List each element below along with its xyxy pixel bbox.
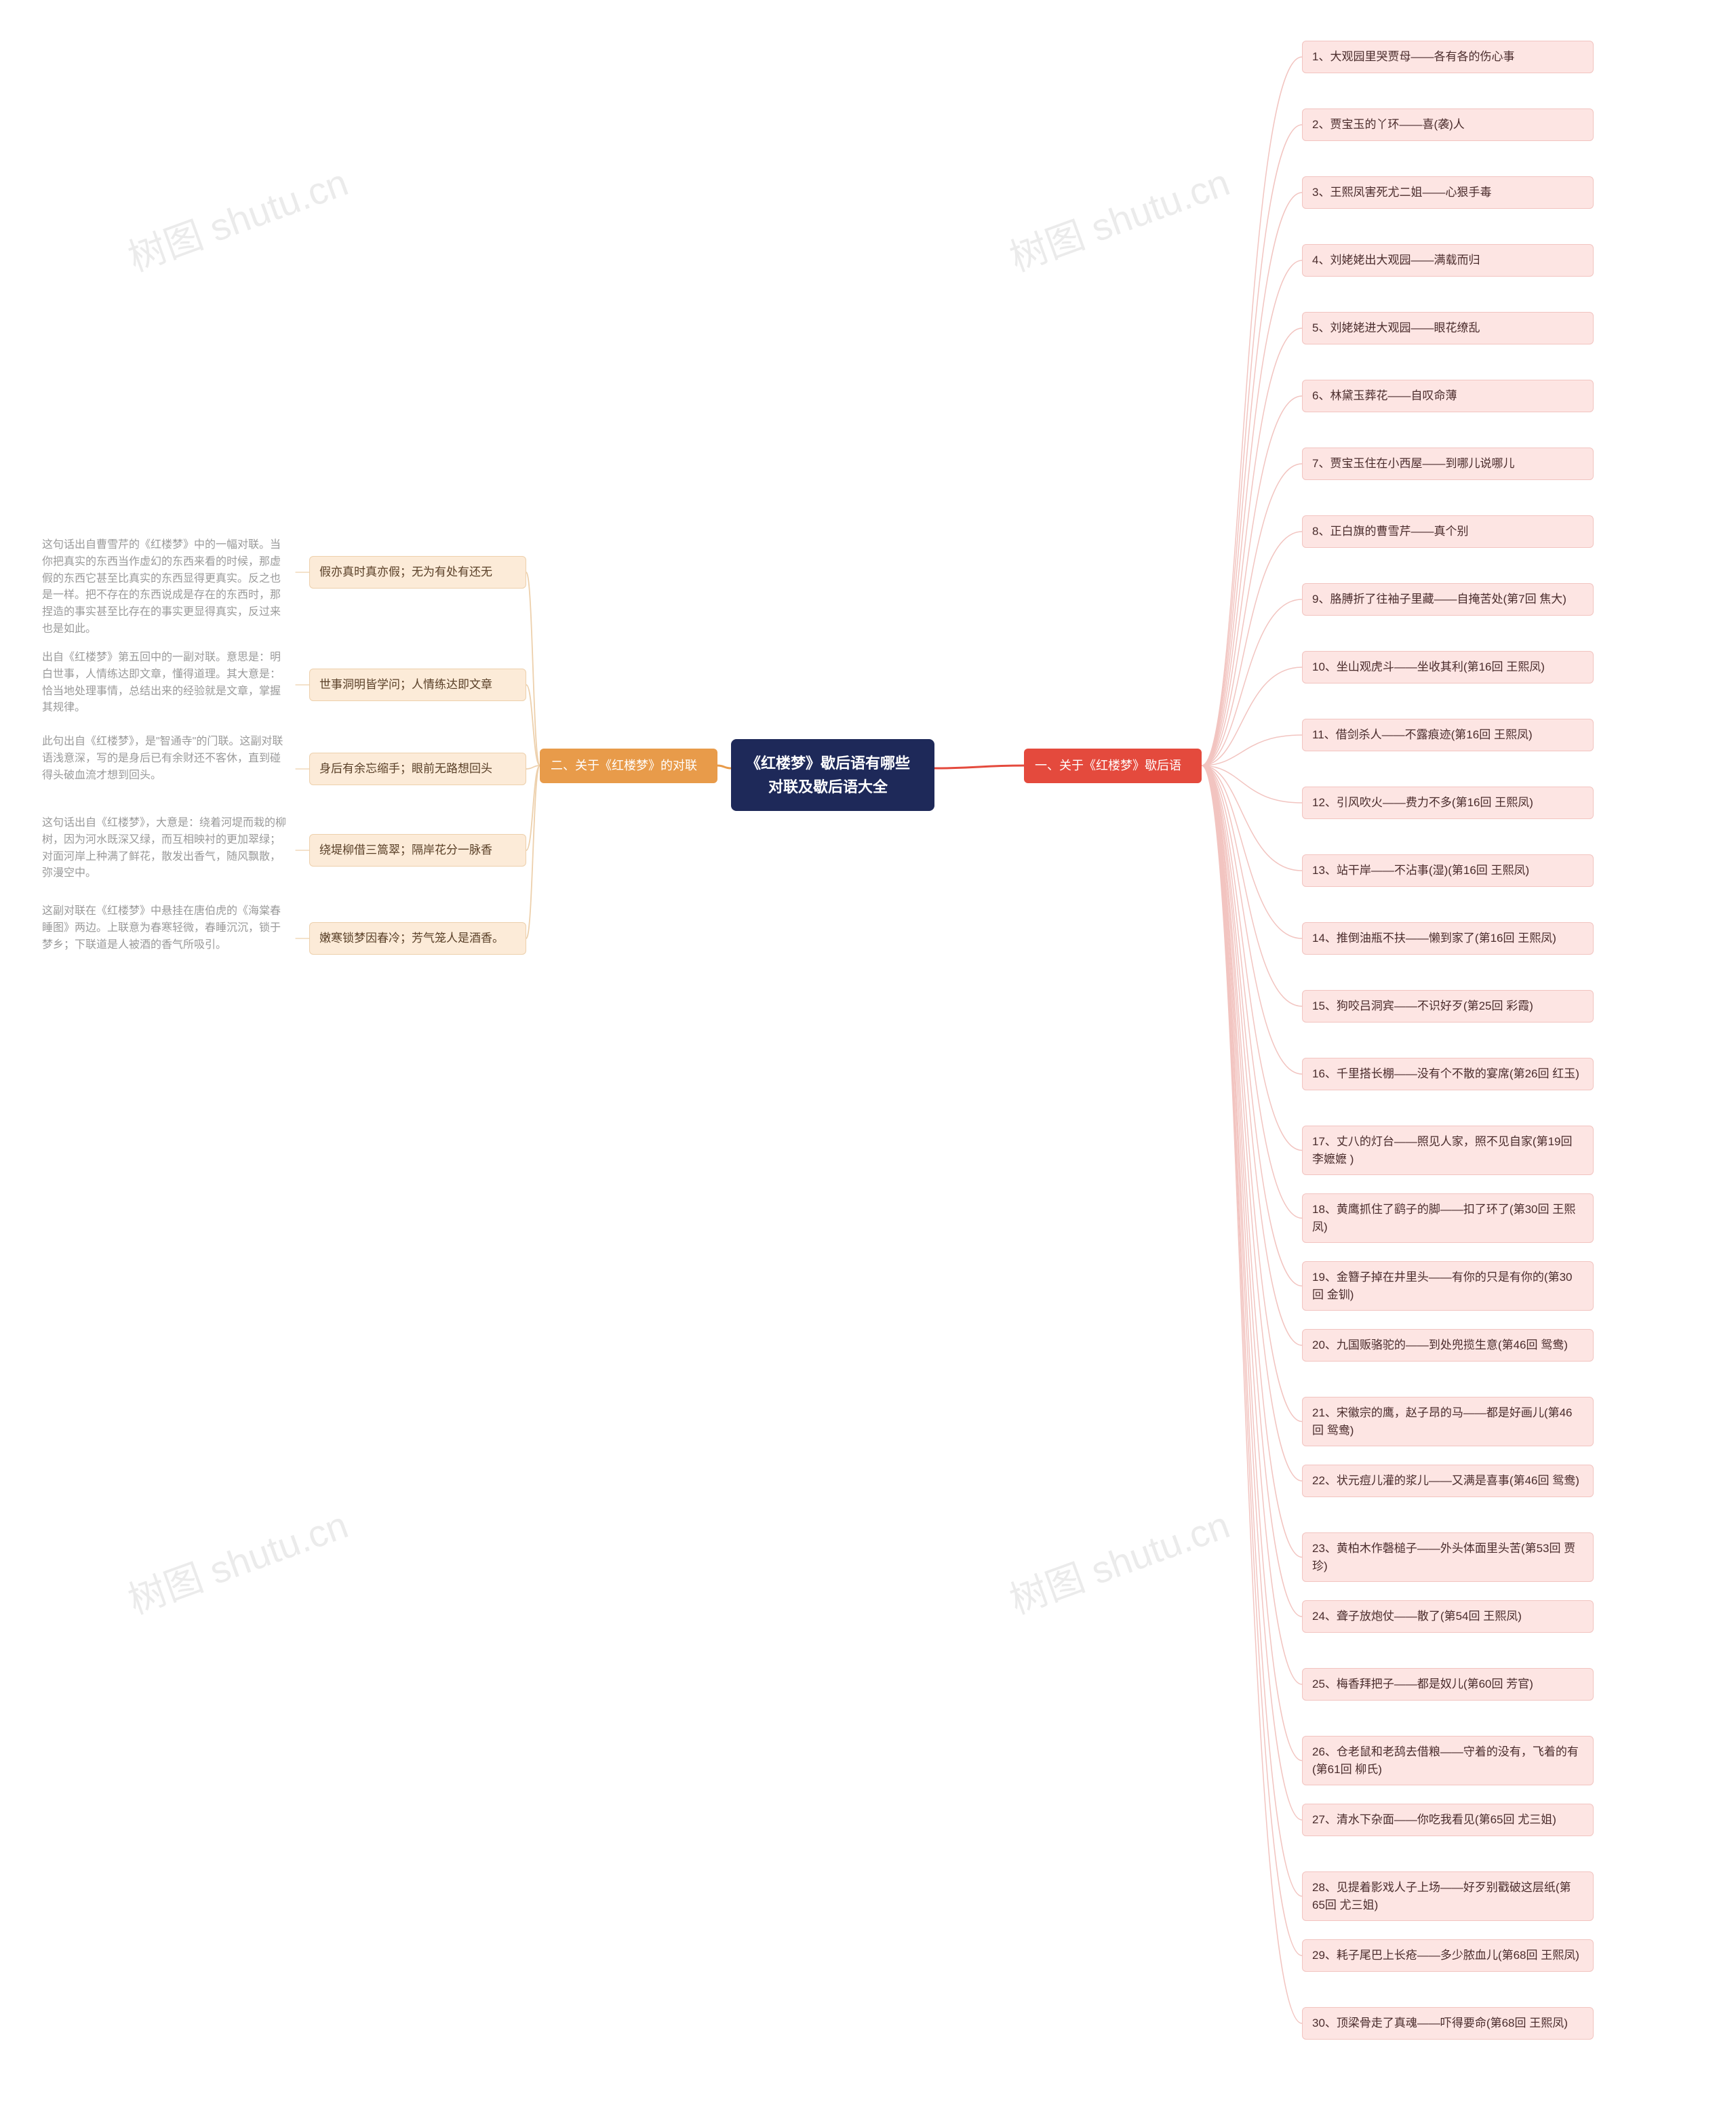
- couplet-item: 嫩寒锁梦因春冷；芳气笼人是酒香。: [309, 922, 526, 955]
- xiehouyu-item: 14、推倒油瓶不扶——懒到家了(第16回 王熙凤): [1302, 922, 1594, 955]
- couplet-item-label: 绕堤柳借三篙翠；隔岸花分一脉香: [319, 841, 492, 859]
- root-node: 《红楼梦》歇后语有哪些 对联及歇后语大全: [731, 739, 934, 811]
- couplet-item: 世事洞明皆学问；人情练达即文章: [309, 669, 526, 701]
- xiehouyu-item-label: 13、站干岸——不沾事(湿)(第16回 王熙凤): [1312, 862, 1529, 879]
- xiehouyu-item-label: 29、耗子尾巴上长疮——多少脓血儿(第68回 王熙凤): [1312, 1947, 1579, 1964]
- xiehouyu-item-label: 21、宋徽宗的鹰，赵子昂的马——都是好画儿(第46回 鸳鸯): [1312, 1404, 1583, 1439]
- xiehouyu-item-label: 12、引风吹火——费力不多(第16回 王熙凤): [1312, 794, 1533, 812]
- couplet-item-label: 嫩寒锁梦因春冷；芳气笼人是酒香。: [319, 930, 504, 947]
- couplet-note-label: 这句话出自曹雪芹的《红楼梦》中的一幅对联。当你把真实的东西当作虚幻的东西来看的时…: [42, 537, 288, 638]
- couplet-note-label: 出自《红楼梦》第五回中的一副对联。意思是：明白世事，人情练达即文章，懂得道理。其…: [42, 650, 288, 717]
- xiehouyu-item-label: 5、刘姥姥进大观园——眼花缭乱: [1312, 319, 1480, 337]
- xiehouyu-item: 30、顶梁骨走了真魂——吓得要命(第68回 王熙凤): [1302, 2007, 1594, 2040]
- xiehouyu-item: 11、借剑杀人——不露痕迹(第16回 王熙凤): [1302, 719, 1594, 751]
- xiehouyu-item: 3、王熙凤害死尤二姐——心狠手毒: [1302, 176, 1594, 209]
- xiehouyu-item: 8、正白旗的曹雪芹——真个别: [1302, 515, 1594, 548]
- xiehouyu-item-label: 25、梅香拜把子——都是奴儿(第60回 芳官): [1312, 1675, 1533, 1693]
- couplet-item: 假亦真时真亦假；无为有处有还无: [309, 556, 526, 589]
- xiehouyu-item-label: 3、王熙凤害死尤二姐——心狠手毒: [1312, 184, 1491, 201]
- couplet-item: 绕堤柳借三篙翠；隔岸花分一脉香: [309, 834, 526, 867]
- xiehouyu-item: 20、九国贩骆驼的——到处兜揽生意(第46回 鸳鸯): [1302, 1329, 1594, 1362]
- xiehouyu-item: 5、刘姥姥进大观园——眼花缭乱: [1302, 312, 1594, 344]
- xiehouyu-item-label: 14、推倒油瓶不扶——懒到家了(第16回 王熙凤): [1312, 930, 1556, 947]
- xiehouyu-item: 28、见提着影戏人子上场——好歹别戳破这层纸(第65回 尤三姐): [1302, 1871, 1594, 1921]
- xiehouyu-item-label: 23、黄柏木作磬槌子——外头体面里头苦(第53回 贾珍): [1312, 1540, 1583, 1574]
- xiehouyu-item-label: 27、清水下杂面——你吃我看见(第65回 尤三姐): [1312, 1811, 1556, 1829]
- xiehouyu-item-label: 19、金簪子掉在井里头——有你的只是有你的(第30回 金钏): [1312, 1269, 1583, 1303]
- xiehouyu-item: 6、林黛玉葬花——自叹命薄: [1302, 380, 1594, 412]
- xiehouyu-item: 7、贾宝玉住在小西屋——到哪儿说哪儿: [1302, 448, 1594, 480]
- xiehouyu-item-label: 2、贾宝玉的丫环——喜(袭)人: [1312, 116, 1465, 134]
- xiehouyu-item: 26、仓老鼠和老鸹去借粮——守着的没有，飞着的有(第61回 柳氏): [1302, 1736, 1594, 1785]
- couplet-note: 这句话出自《红楼梦》，大意是：绕着河堤而栽的柳树，因为河水既深又绿，而互相映衬的…: [34, 810, 296, 888]
- couplet-item-label: 假亦真时真亦假；无为有处有还无: [319, 563, 492, 581]
- watermark: 树图 shutu.cn: [1001, 1494, 1236, 1625]
- xiehouyu-item: 23、黄柏木作磬槌子——外头体面里头苦(第53回 贾珍): [1302, 1532, 1594, 1582]
- xiehouyu-item: 2、贾宝玉的丫环——喜(袭)人: [1302, 108, 1594, 141]
- xiehouyu-item: 1、大观园里哭贾母——各有各的伤心事: [1302, 41, 1594, 73]
- watermark: 树图 shutu.cn: [119, 1494, 355, 1625]
- xiehouyu-item: 4、刘姥姥出大观园——满载而归: [1302, 244, 1594, 277]
- xiehouyu-item-label: 28、见提着影戏人子上场——好歹别戳破这层纸(第65回 尤三姐): [1312, 1879, 1583, 1913]
- branch-xiehouyu: 一、关于《红楼梦》歇后语: [1024, 749, 1202, 783]
- branch-xiehouyu-label: 一、关于《红楼梦》歇后语: [1035, 757, 1181, 775]
- xiehouyu-item: 10、坐山观虎斗——坐收其利(第16回 王熙凤): [1302, 651, 1594, 683]
- xiehouyu-item: 9、胳膊折了往袖子里藏——自掩苦处(第7回 焦大): [1302, 583, 1594, 616]
- xiehouyu-item: 25、梅香拜把子——都是奴儿(第60回 芳官): [1302, 1668, 1594, 1701]
- xiehouyu-item: 24、聋子放炮仗——散了(第54回 王熙凤): [1302, 1600, 1594, 1633]
- couplet-note: 这副对联在《红楼梦》中悬挂在唐伯虎的《海棠春睡图》两边。上联意为春寒轻微，春睡沉…: [34, 898, 296, 959]
- xiehouyu-item-label: 18、黄鹰抓住了鹞子的脚——扣了环了(第30回 王熙凤): [1312, 1201, 1583, 1235]
- xiehouyu-item: 21、宋徽宗的鹰，赵子昂的马——都是好画儿(第46回 鸳鸯): [1302, 1397, 1594, 1446]
- xiehouyu-item: 29、耗子尾巴上长疮——多少脓血儿(第68回 王熙凤): [1302, 1939, 1594, 1972]
- xiehouyu-item-label: 15、狗咬吕洞宾——不识好歹(第25回 彩霞): [1312, 997, 1533, 1015]
- xiehouyu-item: 17、丈八的灯台——照见人家，照不见自家(第19回 李嬷嬷 ): [1302, 1126, 1594, 1175]
- xiehouyu-item-label: 16、千里搭长棚——没有个不散的宴席(第26回 红玉): [1312, 1065, 1579, 1083]
- xiehouyu-item-label: 22、状元痘儿灌的浆儿——又满是喜事(第46回 鸳鸯): [1312, 1472, 1579, 1490]
- xiehouyu-item: 13、站干岸——不沾事(湿)(第16回 王熙凤): [1302, 854, 1594, 887]
- couplet-item: 身后有余忘缩手；眼前无路想回头: [309, 753, 526, 785]
- xiehouyu-item-label: 7、贾宝玉住在小西屋——到哪儿说哪儿: [1312, 455, 1514, 473]
- couplet-note-label: 此句出自《红楼梦》，是"智通寺"的门联。这副对联语浅意深，写的是身后已有余财还不…: [42, 734, 288, 784]
- couplet-note: 这句话出自曹雪芹的《红楼梦》中的一幅对联。当你把真实的东西当作虚幻的东西来看的时…: [34, 532, 296, 643]
- xiehouyu-item: 12、引风吹火——费力不多(第16回 王熙凤): [1302, 787, 1594, 819]
- xiehouyu-item-label: 17、丈八的灯台——照见人家，照不见自家(第19回 李嬷嬷 ): [1312, 1133, 1583, 1168]
- xiehouyu-item: 18、黄鹰抓住了鹞子的脚——扣了环了(第30回 王熙凤): [1302, 1193, 1594, 1243]
- branch-couplets-label: 二、关于《红楼梦》的对联: [551, 757, 697, 775]
- couplet-note-label: 这句话出自《红楼梦》，大意是：绕着河堤而栽的柳树，因为河水既深又绿，而互相映衬的…: [42, 815, 288, 882]
- couplet-note-label: 这副对联在《红楼梦》中悬挂在唐伯虎的《海棠春睡图》两边。上联意为春寒轻微，春睡沉…: [42, 903, 288, 953]
- root-node-label: 《红楼梦》歇后语有哪些 对联及歇后语大全: [746, 751, 910, 799]
- xiehouyu-item: 19、金簪子掉在井里头——有你的只是有你的(第30回 金钏): [1302, 1261, 1594, 1311]
- xiehouyu-item-label: 30、顶梁骨走了真魂——吓得要命(第68回 王熙凤): [1312, 2015, 1568, 2032]
- xiehouyu-item-label: 11、借剑杀人——不露痕迹(第16回 王熙凤): [1312, 726, 1533, 744]
- watermark: 树图 shutu.cn: [119, 152, 355, 282]
- xiehouyu-item-label: 20、九国贩骆驼的——到处兜揽生意(第46回 鸳鸯): [1312, 1336, 1568, 1354]
- couplet-note: 出自《红楼梦》第五回中的一副对联。意思是：明白世事，人情练达即文章，懂得道理。其…: [34, 644, 296, 722]
- xiehouyu-item-label: 10、坐山观虎斗——坐收其利(第16回 王熙凤): [1312, 658, 1545, 676]
- couplet-note: 此句出自《红楼梦》，是"智通寺"的门联。这副对联语浅意深，写的是身后已有余财还不…: [34, 728, 296, 789]
- xiehouyu-item-label: 1、大观园里哭贾母——各有各的伤心事: [1312, 48, 1514, 66]
- xiehouyu-item: 16、千里搭长棚——没有个不散的宴席(第26回 红玉): [1302, 1058, 1594, 1090]
- xiehouyu-item-label: 9、胳膊折了往袖子里藏——自掩苦处(第7回 焦大): [1312, 591, 1566, 608]
- xiehouyu-item-label: 8、正白旗的曹雪芹——真个别: [1312, 523, 1468, 540]
- couplet-item-label: 身后有余忘缩手；眼前无路想回头: [319, 760, 492, 778]
- xiehouyu-item: 27、清水下杂面——你吃我看见(第65回 尤三姐): [1302, 1804, 1594, 1836]
- xiehouyu-item-label: 6、林黛玉葬花——自叹命薄: [1312, 387, 1457, 405]
- xiehouyu-item: 22、状元痘儿灌的浆儿——又满是喜事(第46回 鸳鸯): [1302, 1465, 1594, 1497]
- xiehouyu-item-label: 24、聋子放炮仗——散了(第54回 王熙凤): [1312, 1608, 1522, 1625]
- branch-couplets: 二、关于《红楼梦》的对联: [540, 749, 717, 783]
- xiehouyu-item-label: 26、仓老鼠和老鸹去借粮——守着的没有，飞着的有(第61回 柳氏): [1312, 1743, 1583, 1778]
- xiehouyu-item: 15、狗咬吕洞宾——不识好歹(第25回 彩霞): [1302, 990, 1594, 1023]
- watermark: 树图 shutu.cn: [1001, 152, 1236, 282]
- xiehouyu-item-label: 4、刘姥姥出大观园——满载而归: [1312, 252, 1480, 269]
- couplet-item-label: 世事洞明皆学问；人情练达即文章: [319, 676, 492, 694]
